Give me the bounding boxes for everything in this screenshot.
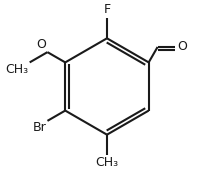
- Text: CH₃: CH₃: [95, 156, 118, 169]
- Text: F: F: [103, 3, 111, 16]
- Text: CH₃: CH₃: [6, 63, 29, 76]
- Text: O: O: [177, 40, 187, 53]
- Text: O: O: [36, 38, 46, 51]
- Text: Br: Br: [33, 121, 47, 134]
